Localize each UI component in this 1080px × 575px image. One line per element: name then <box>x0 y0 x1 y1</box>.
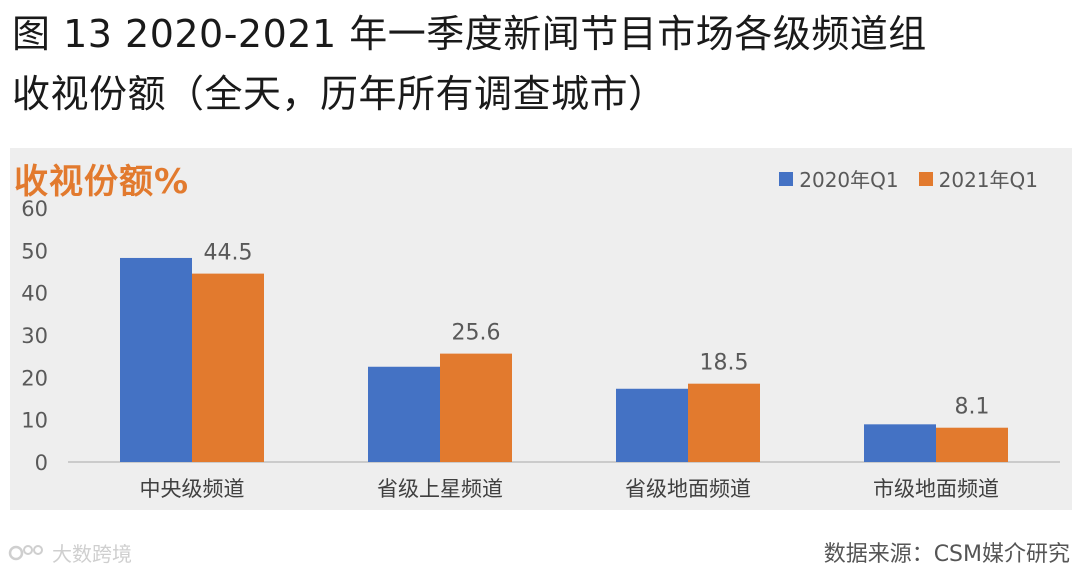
legend-swatch-2021 <box>918 171 933 186</box>
bar-2021 <box>192 273 264 462</box>
bar-2020 <box>864 424 936 462</box>
chart-title: 图 13 2020-2021 年一季度新闻节目市场各级频道组 收视份额（全天，历… <box>12 4 1072 124</box>
legend-label-2021: 2021年Q1 <box>938 168 1038 192</box>
data-label: 25.6 <box>452 321 501 346</box>
y-tick-label: 0 <box>35 451 48 475</box>
y-tick-label: 30 <box>21 324 48 348</box>
bar-2021 <box>936 427 1008 462</box>
legend-item-2020: 2020年Q1 <box>779 164 899 193</box>
watermark-text: 大数跨境 <box>52 542 132 566</box>
legend-item-2021: 2021年Q1 <box>918 164 1038 193</box>
data-label: 18.5 <box>700 351 749 376</box>
y-tick-label: 40 <box>21 282 48 306</box>
legend-label-2020: 2020年Q1 <box>799 168 899 192</box>
y-tick-label: 50 <box>21 239 48 263</box>
bar-2020 <box>616 388 688 462</box>
y-tick-label: 60 <box>21 197 48 221</box>
bar-2020 <box>120 257 192 462</box>
title-line-1: 图 13 2020-2021 年一季度新闻节目市场各级频道组 <box>12 12 927 56</box>
bar-2021 <box>440 353 512 462</box>
source-note: 数据来源：CSM媒介研究 <box>823 542 1070 567</box>
y-tick-label: 20 <box>21 366 48 390</box>
x-tick-label: 省级上星频道 <box>377 477 503 501</box>
x-tick-label: 省级地面频道 <box>625 477 751 501</box>
x-tick-label: 市级地面频道 <box>873 477 999 501</box>
y-axis-label: 收视份额% <box>14 162 190 202</box>
title-line-2: 收视份额（全天，历年所有调查城市） <box>12 72 667 116</box>
watermark: 大数跨境 <box>8 538 132 567</box>
chart-panel: 0 10 20 30 40 50 60 44.5 中央级频道 25.6 省级上星频道 18.5 省级地面… <box>10 148 1072 510</box>
y-tick-label: 10 <box>21 409 48 433</box>
bar-2020 <box>368 366 440 462</box>
legend: 2020年Q1 2021年Q1 <box>779 164 1038 193</box>
data-label: 8.1 <box>955 395 990 420</box>
bar-2021 <box>688 383 760 462</box>
data-label: 44.5 <box>204 241 253 266</box>
legend-swatch-2020 <box>779 171 794 186</box>
bar-chart: 0 10 20 30 40 50 60 44.5 中央级频道 25.6 省级上星频道 18.5 省级地面… <box>21 197 1060 501</box>
x-tick-label: 中央级频道 <box>140 477 245 501</box>
brand-logo-icon <box>8 544 43 560</box>
